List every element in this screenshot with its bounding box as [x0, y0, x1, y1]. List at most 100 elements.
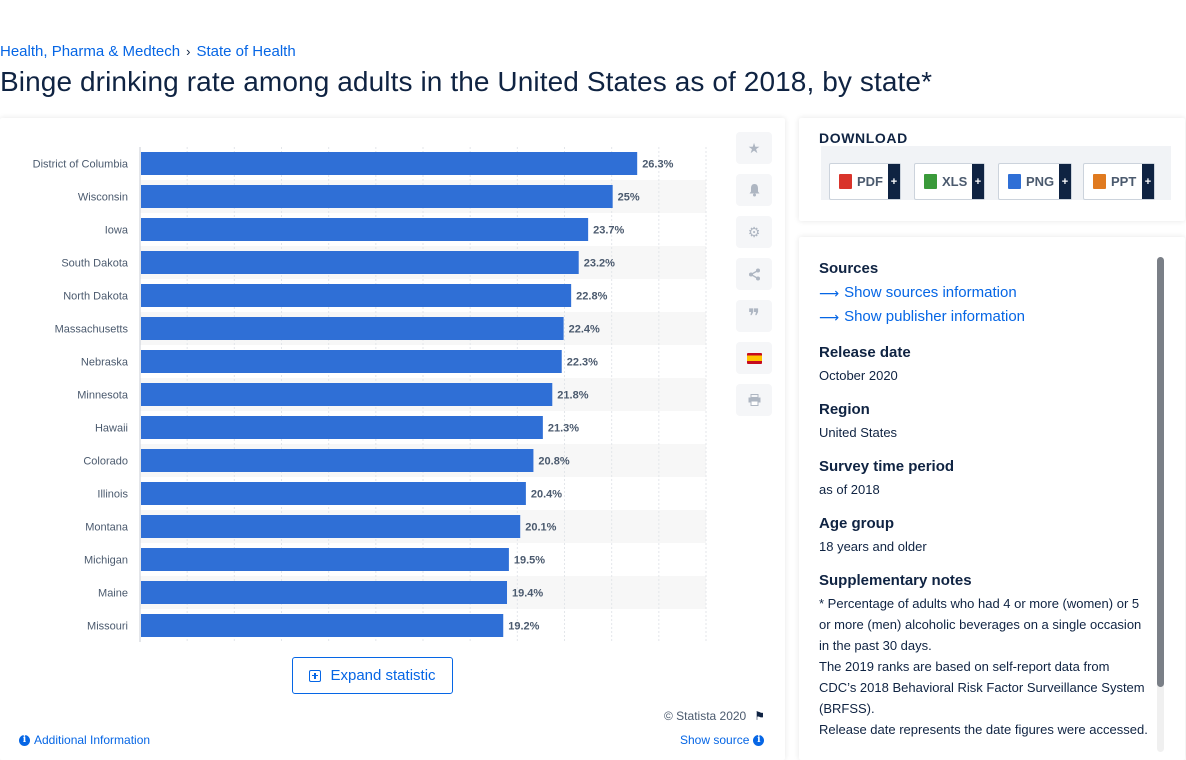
data-label: 20.1% — [525, 522, 556, 534]
age-group-heading: Age group — [819, 515, 894, 532]
expand-statistic-button[interactable]: Expand statistic — [292, 657, 453, 694]
data-label: 21.8% — [557, 390, 588, 402]
bar — [141, 416, 543, 439]
breadcrumb-item-state-of-health[interactable]: State of Health — [196, 43, 296, 60]
arrow-right-icon: ⟶ — [819, 309, 840, 325]
download-pdf-button[interactable]: PDF + — [829, 163, 901, 200]
category-label: South Dakota — [61, 258, 129, 270]
xls-file-icon — [924, 174, 937, 189]
bar — [141, 350, 562, 373]
bar — [141, 317, 564, 340]
bar — [141, 152, 638, 175]
category-label: Hawaii — [95, 423, 128, 435]
release-date-heading: Release date — [819, 344, 911, 361]
supplementary-notes-heading: Supplementary notes — [819, 572, 972, 589]
category-label: Missouri — [87, 621, 128, 633]
info-content: Sources ⟶ Show sources information ⟶ Sho… — [819, 259, 1149, 740]
data-label: 20.4% — [531, 489, 562, 501]
expand-statistic-label: Expand statistic — [330, 667, 436, 684]
show-sources-label: Show sources information — [844, 284, 1017, 301]
data-label: 22.3% — [567, 357, 598, 369]
bar — [141, 284, 572, 307]
sources-heading: Sources — [819, 260, 879, 277]
bar — [141, 449, 534, 472]
bar-chart: District of Columbia 26.3% Wisconsin 25% Iow… — [33, 147, 707, 642]
breadcrumb-separator: › — [186, 44, 191, 59]
expand-icon — [309, 669, 322, 682]
copyright-text: © Statista 2020 — [664, 709, 747, 723]
data-label: 22.8% — [576, 291, 607, 303]
supplementary-note-1: * Percentage of adults who had 4 or more… — [819, 596, 1142, 653]
download-card: DOWNLOAD PDF + XLS + PNG + PPT + — [799, 118, 1185, 221]
download-row: PDF + XLS + PNG + PPT + — [821, 146, 1171, 200]
info-card: Sources ⟶ Show sources information ⟶ Sho… — [799, 237, 1185, 760]
download-ppt-label: PPT — [1111, 174, 1137, 189]
spain-flag-icon[interactable] — [736, 342, 772, 374]
quote-icon[interactable]: ❞ — [736, 300, 772, 332]
download-ppt-button[interactable]: PPT + — [1083, 163, 1155, 200]
bar — [141, 515, 521, 538]
bar — [141, 548, 509, 571]
bar — [141, 218, 589, 241]
bell-icon[interactable] — [736, 174, 772, 206]
bar — [141, 185, 613, 208]
download-xls-button[interactable]: XLS + — [914, 163, 985, 200]
additional-information-label: Additional Information — [34, 733, 151, 747]
data-label: 25% — [618, 192, 640, 204]
info-scrollbar[interactable] — [1157, 257, 1164, 752]
bar — [141, 383, 553, 406]
breadcrumb-item-health[interactable]: Health, Pharma & Medtech — [0, 43, 181, 60]
bar — [141, 482, 526, 505]
download-title: DOWNLOAD — [819, 130, 908, 146]
bar — [141, 614, 504, 637]
data-label: 22.4% — [569, 324, 600, 336]
info-icon: i — [753, 734, 765, 746]
bar — [141, 251, 579, 274]
download-pdf-label: PDF — [857, 174, 883, 189]
plus-icon[interactable]: + — [972, 164, 984, 199]
plus-icon[interactable]: + — [1059, 164, 1071, 199]
category-label: Nebraska — [81, 357, 129, 369]
data-label: 21.3% — [548, 423, 579, 435]
category-label: Michigan — [84, 555, 128, 567]
survey-period-heading: Survey time period — [819, 458, 955, 475]
report-flag-icon[interactable]: ⚑ — [754, 709, 765, 723]
chart-card: District of Columbia 26.3% Wisconsin 25% Iow… — [0, 118, 785, 760]
share-icon[interactable] — [736, 258, 772, 290]
plus-icon[interactable]: + — [888, 164, 900, 199]
show-sources-link[interactable]: ⟶ Show sources information — [819, 281, 1149, 305]
category-label: Iowa — [105, 225, 129, 237]
show-publisher-label: Show publisher information — [844, 308, 1026, 325]
category-label: Wisconsin — [78, 192, 128, 204]
data-label: 19.5% — [514, 555, 545, 567]
category-label: North Dakota — [63, 291, 129, 303]
data-label: 20.8% — [538, 456, 569, 468]
supplementary-note-3: Release date represents the date figures… — [819, 722, 1148, 737]
info-icon: i — [19, 734, 30, 746]
category-label: District of Columbia — [33, 159, 129, 171]
show-source-link[interactable]: Show source i — [680, 733, 765, 747]
show-publisher-link[interactable]: ⟶ Show publisher information — [819, 305, 1149, 329]
chart-fade-overlay — [0, 714, 720, 744]
scrollbar-thumb[interactable] — [1157, 257, 1164, 687]
category-label: Colorado — [83, 456, 128, 468]
breadcrumb: Health, Pharma & Medtech › State of Heal… — [0, 43, 296, 60]
data-label: 19.4% — [512, 588, 543, 600]
png-file-icon — [1008, 174, 1021, 189]
data-label: 23.2% — [584, 258, 615, 270]
supplementary-note-2: The 2019 ranks are based on self-report … — [819, 659, 1145, 716]
download-png-button[interactable]: PNG + — [998, 163, 1072, 200]
category-label: Massachusetts — [55, 324, 129, 336]
additional-information-link[interactable]: i Additional Information — [19, 733, 150, 747]
region-heading: Region — [819, 401, 870, 418]
gear-icon[interactable]: ⚙ — [736, 216, 772, 248]
category-label: Maine — [98, 588, 128, 600]
data-label: 26.3% — [642, 159, 673, 171]
print-icon[interactable] — [736, 384, 772, 416]
bar — [141, 581, 508, 604]
region-value: United States — [819, 425, 898, 440]
category-label: Illinois — [97, 489, 128, 501]
star-icon[interactable]: ★ — [736, 132, 772, 164]
data-label: 19.2% — [508, 621, 539, 633]
plus-icon[interactable]: + — [1142, 164, 1154, 199]
